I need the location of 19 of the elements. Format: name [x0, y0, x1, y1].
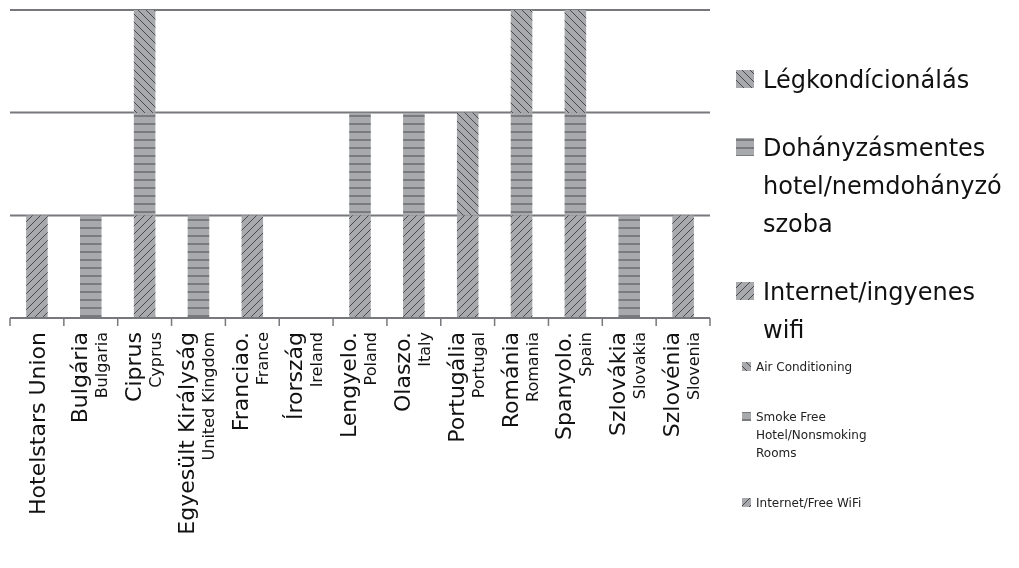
x-tick-label: Szlovénia Slovenia: [659, 332, 704, 438]
x-tick-label: Lengyelo. Poland: [336, 332, 380, 439]
text: Smoke Free Hotel/Nonsmoking Rooms: [756, 410, 867, 460]
x-tick-label: Olaszo. Italy: [389, 332, 434, 412]
x-tick-label: Hotelstars Union: [24, 332, 50, 515]
x-tick-label: Egyesült Királyság United Kingdom: [174, 332, 219, 535]
text: Air Conditioning: [756, 360, 853, 374]
x-tick-label: Portugália Portugal: [443, 332, 488, 443]
x-tick-label: Ciprus Cyprus: [120, 332, 165, 402]
text: Internet/Free WiFi: [756, 496, 862, 510]
x-tick-label: Szlovákia Slovakia: [605, 332, 650, 436]
legend-label: Dohányzásmentes hotel/nemdohányzó szoba: [763, 134, 1002, 238]
legend-label: Légkondícionálás: [763, 66, 970, 94]
x-tick-label: Írország Ireland: [282, 332, 327, 421]
x-tick-label: Románia Romania: [497, 332, 542, 429]
legend-label: Internet/ingyenes wifi: [763, 278, 975, 344]
x-tick-label: Spanyolo. Spain: [551, 332, 596, 441]
x-tick-label: Franciao. France: [228, 332, 273, 432]
x-tick-label: Bulgária Bulgaria: [66, 332, 111, 424]
